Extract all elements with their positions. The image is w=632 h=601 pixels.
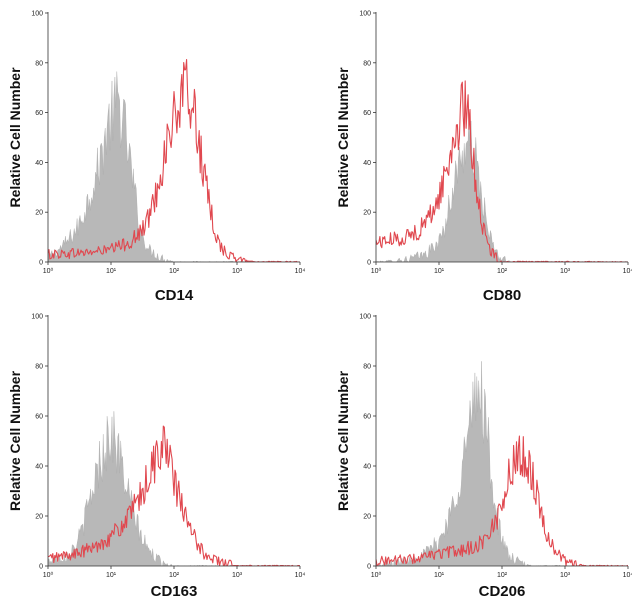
x-tick-label: 10³ — [232, 268, 243, 275]
y-axis-label: Relative Cell Number — [7, 370, 23, 511]
x-tick-label: 10⁴ — [623, 268, 632, 275]
x-tick-label: 10² — [497, 268, 508, 275]
y-tick-label: 80 — [363, 60, 371, 67]
y-tick-label: 100 — [359, 314, 371, 321]
y-axis-label: Relative Cell Number — [335, 67, 351, 208]
y-tick-label: 20 — [35, 514, 43, 521]
y-tick-label: 0 — [39, 564, 43, 571]
y-tick-label: 80 — [35, 60, 43, 67]
x-axis-label: CD14 — [155, 287, 194, 304]
plot-area — [376, 80, 628, 262]
x-tick-label: 10⁴ — [295, 268, 306, 275]
isotype-histogram — [48, 411, 300, 566]
x-axis-label: CD80 — [483, 287, 521, 304]
y-tick-label: 0 — [367, 260, 371, 267]
y-tick-label: 0 — [367, 564, 371, 571]
x-tick-label: 10⁰ — [43, 267, 54, 275]
isotype-histogram — [376, 361, 628, 566]
y-tick-label: 100 — [31, 11, 43, 18]
y-axis-label: Relative Cell Number — [7, 67, 23, 208]
y-tick-label: 20 — [363, 514, 371, 521]
y-tick-label: 20 — [35, 210, 43, 217]
y-tick-label: 60 — [363, 110, 371, 117]
antibody-histogram-line — [376, 80, 628, 262]
y-tick-label: 40 — [35, 160, 43, 167]
y-tick-label: 20 — [363, 210, 371, 217]
x-tick-label: 10⁰ — [371, 267, 382, 275]
plot-area — [48, 411, 300, 566]
y-tick-label: 60 — [35, 414, 43, 421]
x-tick-label: 10² — [169, 268, 180, 275]
panel-cd206: 0 20 40 60 80 100 10⁰ 10¹ 10² 10³ 10⁴ Relative Cell… — [335, 314, 632, 601]
plot-area — [376, 361, 628, 566]
x-tick-label: 10² — [169, 572, 180, 579]
x-tick-label: 10³ — [232, 572, 243, 579]
panel-cd80: 0 20 40 60 80 100 10⁰ 10¹ 10² 10³ 10⁴ Relative Cell… — [335, 11, 632, 305]
panel-cd163: 0 20 40 60 80 100 10⁰ 10¹ 10² 10³ 10⁴ Relative Cell… — [7, 314, 305, 601]
y-tick-label: 80 — [363, 364, 371, 371]
x-tick-label: 10¹ — [106, 268, 117, 275]
y-tick-label: 100 — [31, 314, 43, 321]
x-tick-label: 10¹ — [434, 268, 445, 275]
x-tick-label: 10³ — [560, 268, 571, 275]
x-tick-label: 10⁴ — [295, 572, 306, 579]
y-tick-label: 40 — [35, 464, 43, 471]
x-tick-label: 10⁰ — [371, 571, 382, 579]
y-tick-label: 40 — [363, 464, 371, 471]
isotype-histogram — [376, 112, 628, 262]
y-tick-label: 60 — [363, 414, 371, 421]
y-axis-label: Relative Cell Number — [335, 370, 351, 511]
x-tick-label: 10⁰ — [43, 571, 54, 579]
x-tick-label: 10⁴ — [623, 572, 632, 579]
x-tick-label: 10² — [497, 572, 508, 579]
y-tick-label: 80 — [35, 364, 43, 371]
y-tick-label: 0 — [39, 260, 43, 267]
y-tick-label: 40 — [363, 160, 371, 167]
y-tick-label: 100 — [359, 11, 371, 18]
panel-cd14: 0 20 40 60 80 100 10⁰ 10¹ 10² 10³ 10⁴ Relative Cell… — [7, 11, 305, 305]
x-tick-label: 10¹ — [434, 572, 445, 579]
plot-area — [48, 59, 300, 262]
x-axis-label: CD206 — [479, 583, 526, 600]
x-tick-label: 10¹ — [106, 572, 117, 579]
x-axis-label: CD163 — [151, 583, 198, 600]
x-tick-label: 10³ — [560, 572, 571, 579]
y-tick-label: 60 — [35, 110, 43, 117]
